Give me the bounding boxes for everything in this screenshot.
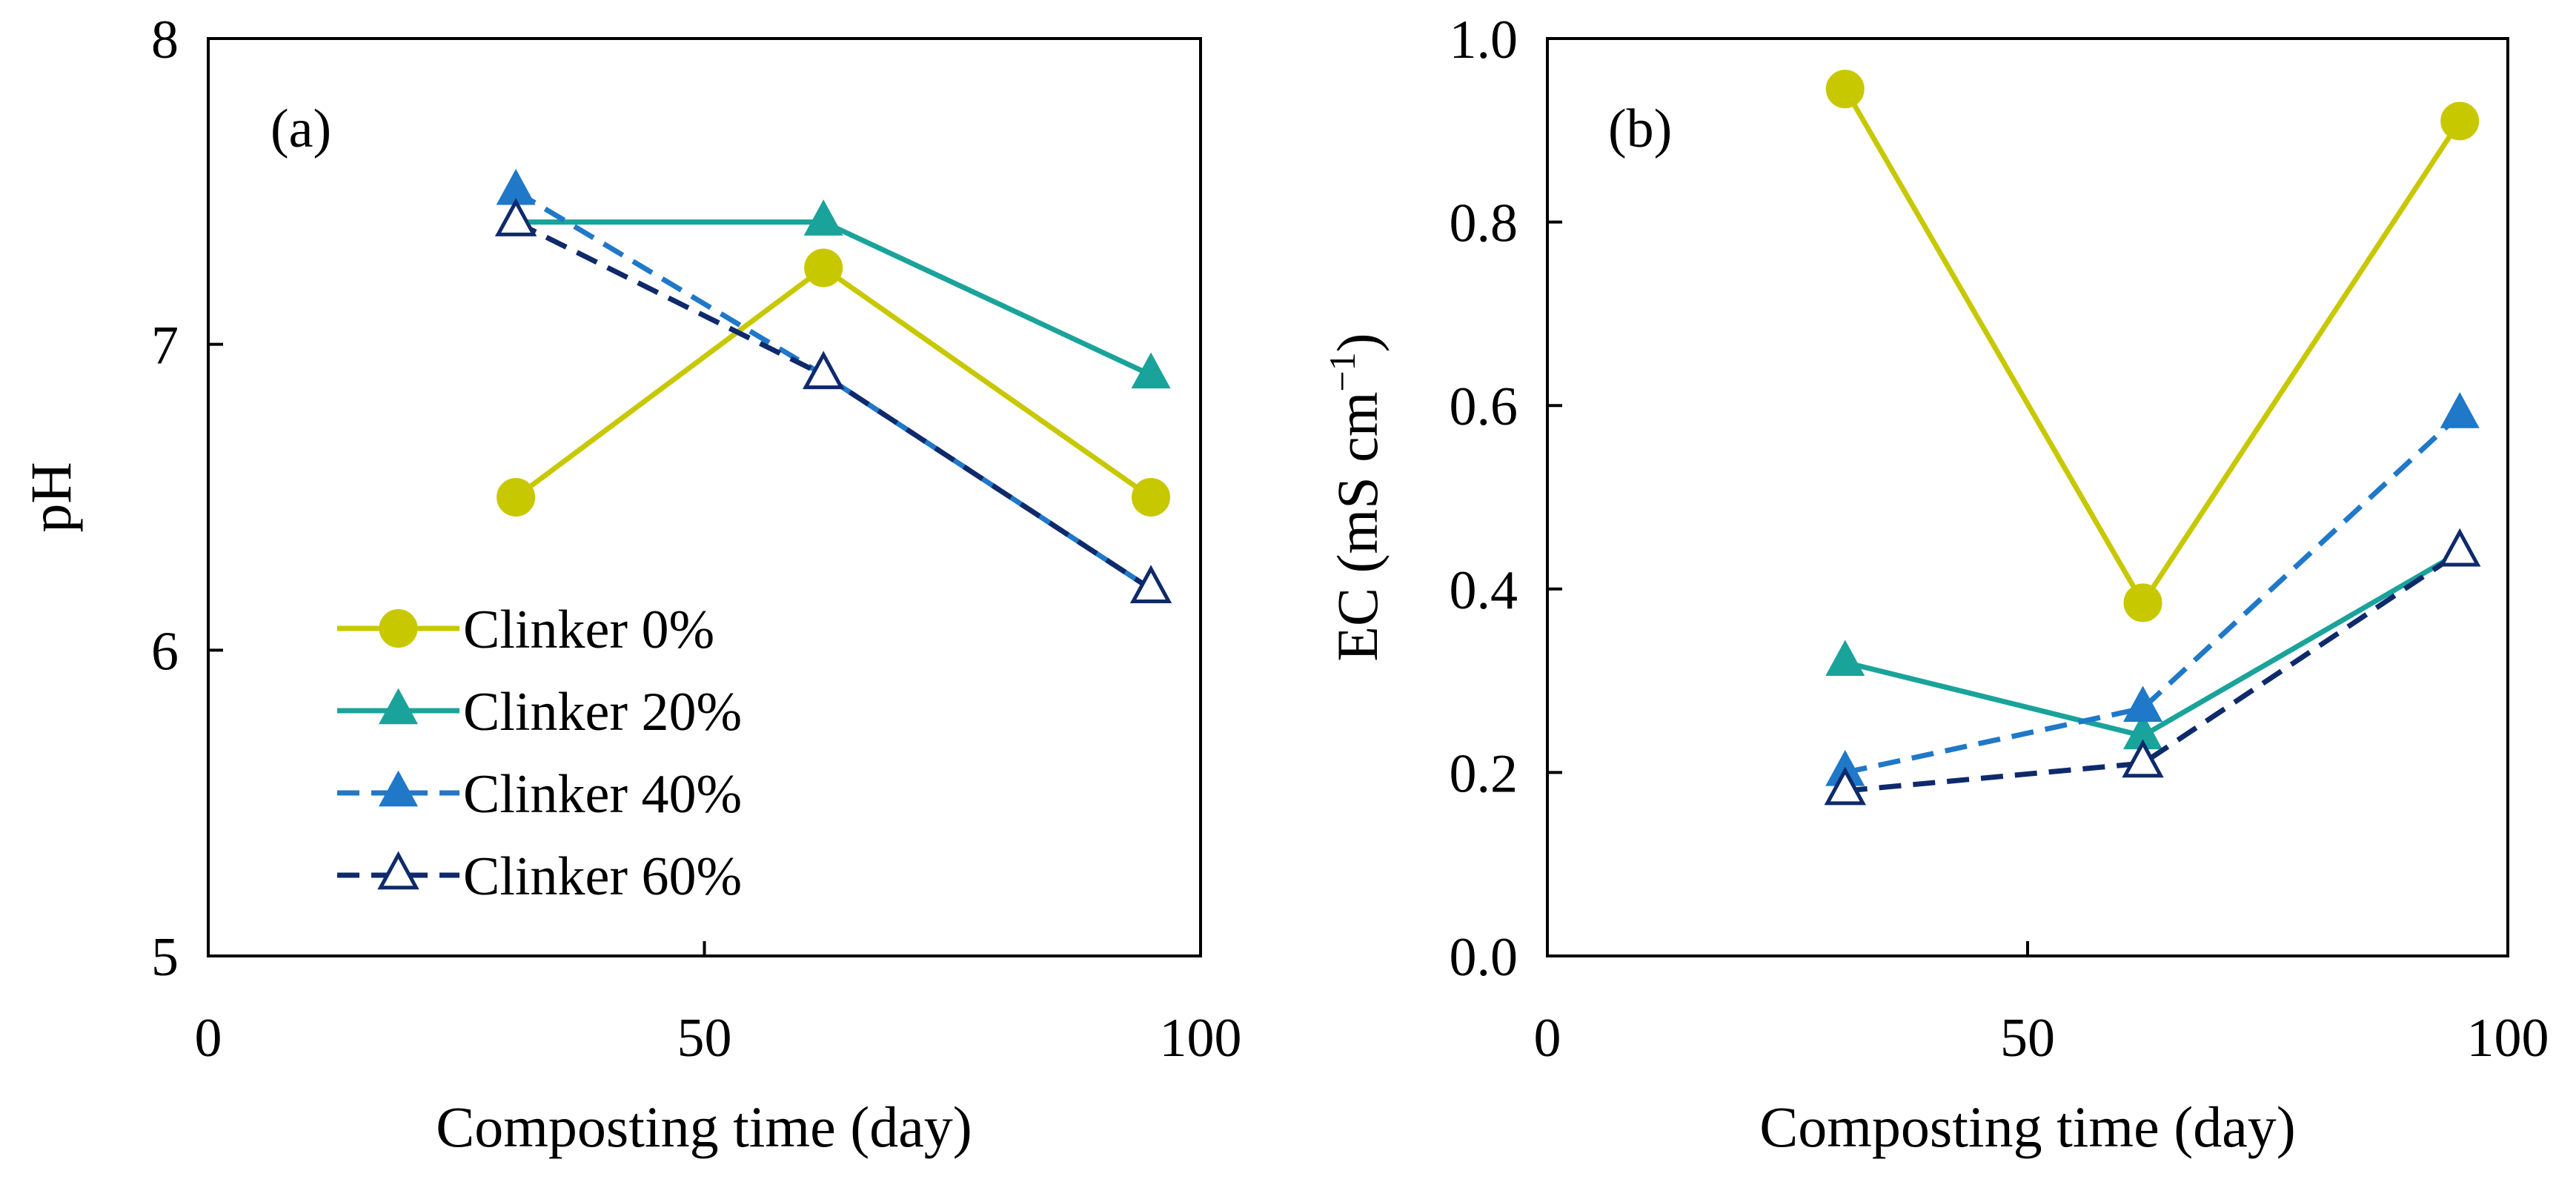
panel-a-series bbox=[494, 168, 1172, 604]
panel-a-x-axis-title: Composting time (day) bbox=[436, 1095, 972, 1159]
legend-item-clinker-0pct-marker bbox=[379, 609, 418, 648]
panel-a-letter: (a) bbox=[270, 99, 331, 159]
panel-a-series-clinker-60pct-point bbox=[1129, 565, 1172, 604]
panel-b-y-tick-label: 1.0 bbox=[1450, 10, 1518, 70]
panel-b-series-clinker-40pct-point bbox=[2440, 392, 2480, 428]
panel-b-series-clinker-0pct-point bbox=[1825, 70, 1865, 109]
legend-item-clinker-60pct-label: Clinker 60% bbox=[463, 846, 742, 907]
panel-a-series-clinker-60pct-point bbox=[802, 351, 845, 390]
panel-b-plot-frame bbox=[1546, 37, 2509, 957]
panel-b-y-tick-label: 0.2 bbox=[1450, 743, 1518, 804]
panel-a-series-clinker-0pct-point bbox=[804, 248, 843, 288]
panel-b-series-clinker-60pct-point bbox=[1824, 766, 1866, 806]
panel-b-x-tick-label: 50 bbox=[2000, 1008, 2055, 1069]
panel-b-y-tick-label: 0.0 bbox=[1450, 927, 1518, 988]
panel-b-x-axis-title: Composting time (day) bbox=[1759, 1095, 2296, 1159]
panel-a-y-tick-label: 8 bbox=[151, 10, 179, 70]
panel-b-series-clinker-40pct-point bbox=[2122, 685, 2163, 722]
panel-a-ticks: 0 50 100 5 6 7 8 bbox=[151, 10, 1242, 1069]
panel-b-series-clinker-60pct-point bbox=[2122, 739, 2164, 778]
panel-b-series bbox=[1824, 70, 2481, 806]
panel-b-series-clinker-40pct-line bbox=[1845, 413, 2462, 775]
legend-item-clinker-20pct-marker bbox=[378, 688, 419, 725]
legend: Clinker 0% Clinker 20% Clinker 40% Clinker … bbox=[337, 600, 742, 907]
panel-b-y-tick-label: 0.6 bbox=[1450, 376, 1518, 437]
panel-a-series-clinker-20pct-line bbox=[516, 219, 1152, 378]
panel-a-x-tick-label: 50 bbox=[677, 1008, 732, 1069]
panel-b-series-clinker-60pct-point bbox=[2438, 528, 2481, 567]
panel-b-x-tick-label: 100 bbox=[2467, 1008, 2549, 1069]
panel-b-series-clinker-20pct-point bbox=[1825, 640, 1865, 677]
panel-b-ticks: 0 50 100 0.0 0.2 0.4 0.6 0.8 1.0 bbox=[1450, 10, 2549, 1069]
panel-a-y-tick-label: 5 bbox=[151, 927, 179, 988]
legend-item-clinker-20pct-label: Clinker 20% bbox=[463, 682, 742, 743]
panel-b-series-clinker-0pct-point bbox=[2123, 583, 2162, 622]
panel-b-y-title-suffix: ) bbox=[1325, 333, 1390, 352]
legend-item-clinker-40pct-marker bbox=[378, 770, 419, 807]
panel-a-x-tick-label: 0 bbox=[195, 1008, 222, 1069]
panel-b-y-tick-label: 0.8 bbox=[1450, 193, 1518, 254]
panel-b-y-title-superscript: −1 bbox=[1321, 352, 1363, 391]
panel-b-y-tick-label: 0.4 bbox=[1450, 560, 1518, 621]
panel-a-x-tick-label: 100 bbox=[1160, 1008, 1242, 1069]
panel-b-letter: (b) bbox=[1608, 99, 1672, 159]
panel-a-series-clinker-60pct-point bbox=[494, 198, 537, 236]
panel-b-ec-chart: 0 50 100 0.0 0.2 0.4 0.6 0.8 1.0 (b) Composting … bbox=[1321, 10, 2549, 1159]
panel-a-series-clinker-0pct-point bbox=[1132, 478, 1171, 517]
panel-b-series-clinker-0pct-line bbox=[1842, 87, 2463, 608]
panel-b-x-tick-label: 0 bbox=[1534, 1008, 1561, 1069]
panel-b-series-clinker-60pct-line bbox=[1845, 550, 2462, 794]
panel-b-y-axis-title: EC (mS cm−1) bbox=[1321, 333, 1390, 661]
legend-item-clinker-0pct-label: Clinker 0% bbox=[463, 600, 714, 660]
panel-a-y-tick-label: 7 bbox=[151, 316, 179, 376]
panel-a-series-clinker-20pct-point bbox=[803, 199, 843, 236]
panel-b-y-title-main: EC (mS cm bbox=[1325, 392, 1390, 662]
legend-item-clinker-60pct-marker bbox=[377, 851, 419, 890]
panel-b-series-clinker-0pct-point bbox=[2440, 102, 2480, 141]
panel-a-series-clinker-20pct-point bbox=[1131, 352, 1171, 389]
legend-item-clinker-40pct-label: Clinker 40% bbox=[463, 764, 742, 825]
panel-a-y-tick-label: 6 bbox=[151, 621, 179, 682]
panel-a-y-axis-title: pH bbox=[19, 462, 83, 532]
panel-a-series-clinker-0pct-point bbox=[497, 478, 536, 517]
